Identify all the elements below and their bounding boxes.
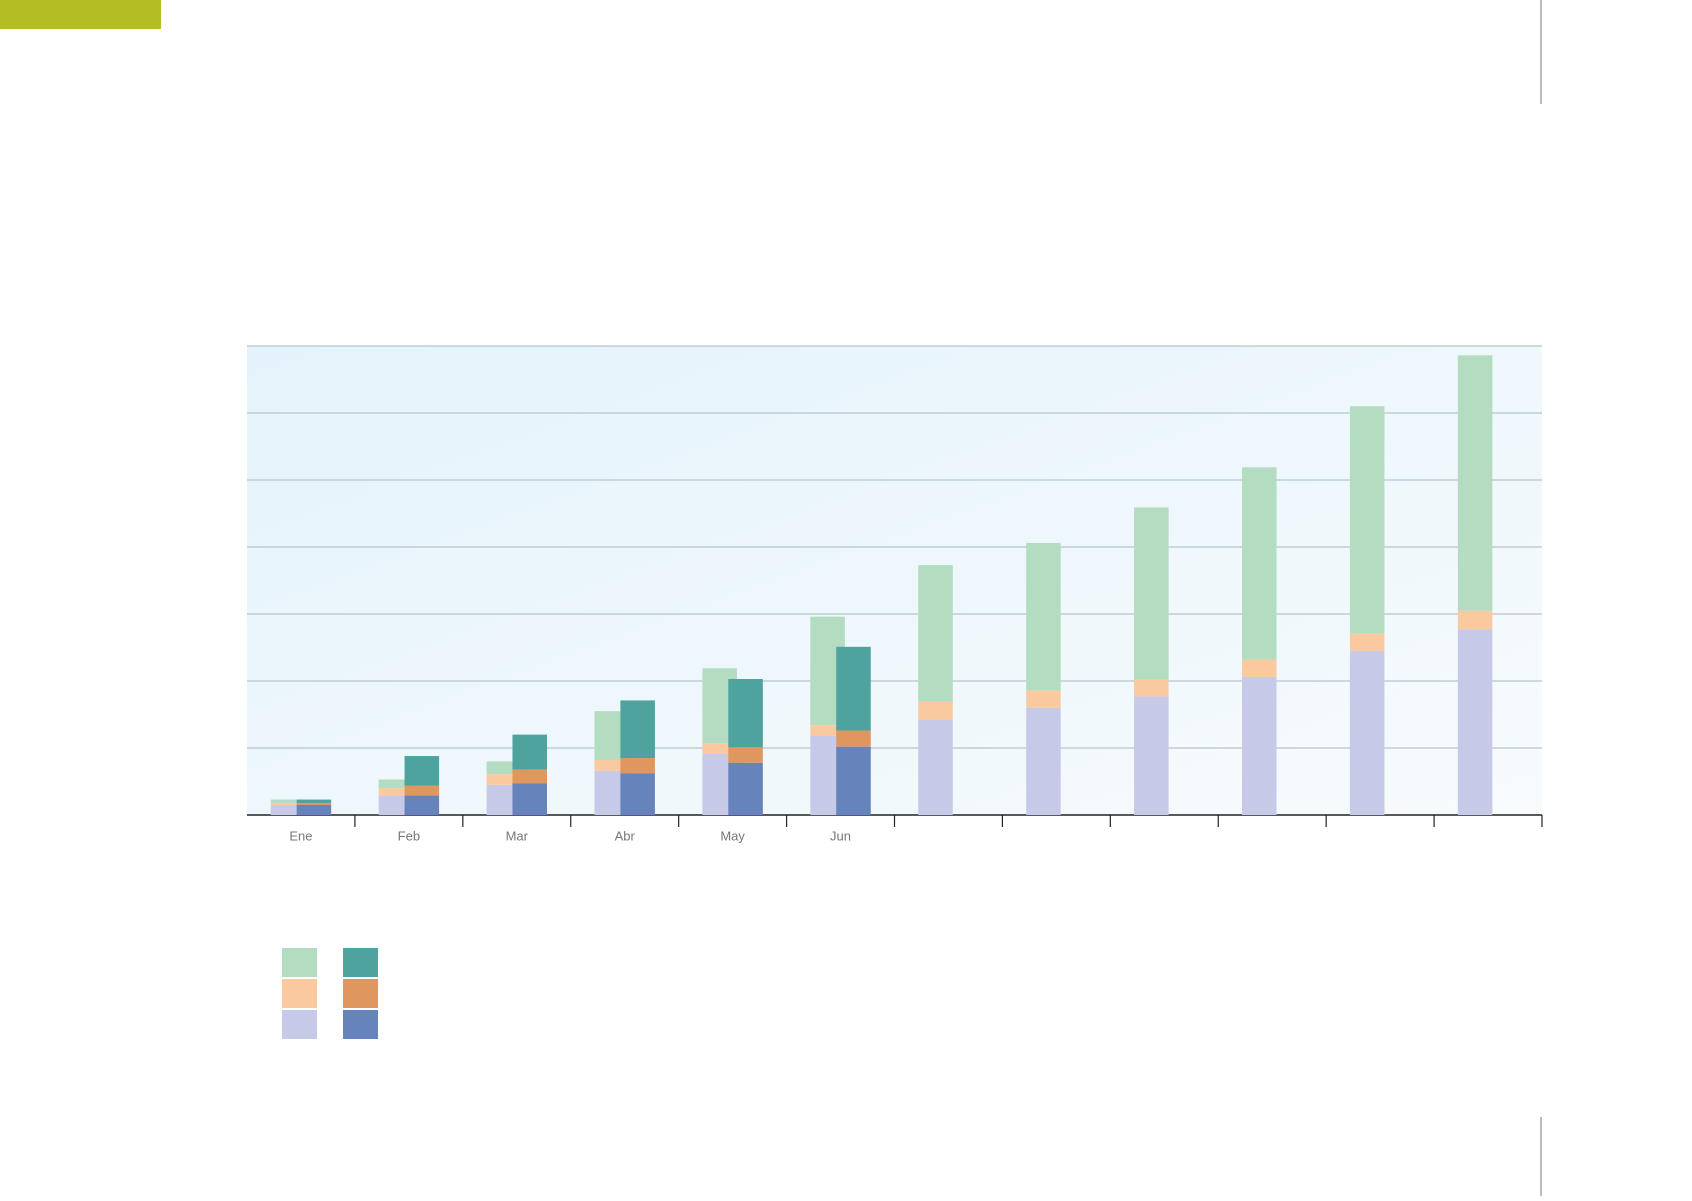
- bar-segment: [1457, 629, 1493, 815]
- bar-segment: [270, 799, 306, 803]
- bar-segment: [1241, 659, 1277, 677]
- bar-segment: [296, 804, 332, 815]
- bar-segment: [512, 769, 548, 784]
- bar-segment: [836, 730, 871, 747]
- bar-segment: [296, 802, 332, 805]
- bar-segment: [512, 734, 548, 770]
- bar-segment: [512, 783, 548, 815]
- bar-segment: [1134, 696, 1169, 815]
- bar-segment: [728, 747, 763, 763]
- legend-swatch: [282, 979, 317, 1008]
- legend-swatch: [282, 1010, 317, 1039]
- bar-segment: [594, 760, 630, 771]
- plot-area: [247, 346, 1542, 815]
- bar-segment: [918, 565, 953, 702]
- x-tick-label: Abr: [615, 828, 636, 843]
- bar-segment: [1134, 678, 1169, 697]
- bar-segment: [1349, 633, 1385, 651]
- bar-segment: [404, 785, 440, 796]
- bar-segment: [836, 746, 871, 815]
- bar-segment: [1026, 707, 1061, 815]
- bar-segment: [1457, 610, 1493, 630]
- bar-segment: [702, 743, 737, 755]
- bar-segment: [1026, 690, 1061, 708]
- bar-segment: [270, 804, 306, 815]
- bar-segment: [1241, 676, 1277, 815]
- bar-segment: [1349, 406, 1385, 634]
- bar-segment: [1349, 650, 1385, 815]
- bar-segment: [810, 725, 845, 736]
- bar-segment: [404, 756, 440, 786]
- bar-segment: [1134, 507, 1169, 679]
- bar-segment: [728, 762, 763, 815]
- bar-segment: [836, 646, 871, 731]
- legend-swatch: [343, 948, 378, 977]
- x-tick-label: Ene: [289, 828, 312, 843]
- x-tick-label: Jun: [830, 828, 851, 843]
- x-tick-label: Feb: [398, 828, 420, 843]
- bar-segment: [728, 678, 763, 748]
- bar-segment: [620, 700, 655, 759]
- bar-segment: [1241, 467, 1277, 660]
- bar-segment: [378, 788, 414, 796]
- bar-segment: [378, 779, 414, 789]
- bar-segment: [620, 758, 655, 774]
- bar-segment: [1457, 355, 1493, 611]
- x-tick-label: May: [720, 828, 745, 843]
- bar-segment: [296, 799, 332, 803]
- bar-segment: [404, 795, 440, 815]
- bar-segment: [486, 774, 522, 785]
- bar-segment: [918, 719, 953, 815]
- legend-swatch: [343, 1010, 378, 1039]
- bar-segment: [918, 701, 953, 720]
- x-tick-label: Mar: [506, 828, 529, 843]
- bar-segment: [620, 773, 655, 815]
- bar-segment: [1026, 542, 1061, 691]
- legend-swatch: [282, 948, 317, 977]
- bar-segment: [270, 802, 306, 805]
- header-tab: [0, 0, 161, 29]
- legend-swatch: [343, 979, 378, 1008]
